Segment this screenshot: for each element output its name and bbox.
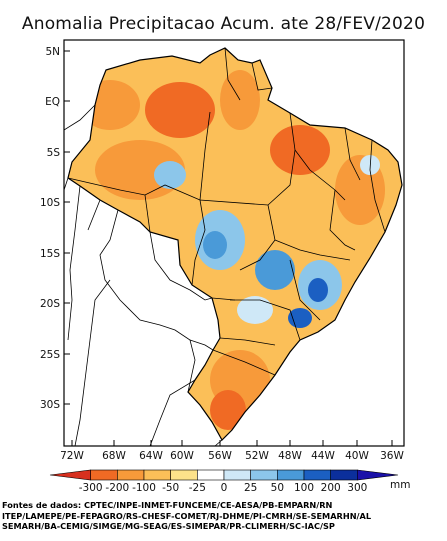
legend-swatch bbox=[357, 469, 399, 481]
lat-label-10s: 10S bbox=[40, 197, 60, 209]
lon-label-68w: 68W bbox=[102, 450, 126, 462]
axis-ticks bbox=[64, 50, 393, 446]
legend-tick-label: 100 bbox=[294, 482, 314, 494]
legend-ticks: -300 -200 -100 -50 -25 0 25 50 100 200 300 bbox=[79, 482, 368, 494]
lat-label-20s: 20S bbox=[40, 298, 60, 310]
lon-label-56w: 56W bbox=[208, 450, 232, 462]
data-sources: Fontes de dados: CPTEC/INPE-INMET-FUNCEM… bbox=[2, 500, 447, 532]
legend-tick-label: -300 bbox=[79, 482, 103, 494]
lon-label-64w: 64W bbox=[139, 450, 163, 462]
legend-tick-label: -25 bbox=[189, 482, 206, 494]
lon-label-36w: 36W bbox=[380, 450, 404, 462]
legend-tick-label: -100 bbox=[132, 482, 156, 494]
legend-swatch bbox=[170, 469, 198, 481]
legend-swatch bbox=[277, 469, 305, 481]
map-title: Anomalia Precipitacao Acum. ate 28/FEV/2… bbox=[21, 14, 426, 34]
lon-label-60w: 60W bbox=[170, 450, 194, 462]
state-borders bbox=[67, 47, 386, 376]
legend-tick-label: 200 bbox=[321, 482, 341, 494]
legend-tick-label: -200 bbox=[105, 482, 129, 494]
legend-tick-label: 50 bbox=[271, 482, 284, 494]
source-line-3: SEMARH/BA-CEMIG/SIMGE/MG-SEAG/ES-SIMEPAR… bbox=[2, 521, 335, 531]
lat-label-5s: 5S bbox=[47, 147, 61, 159]
precipitation-anomaly-map: 5N EQ 5S 10S 15S 20S 25S 30S 72W 68W 64W… bbox=[40, 39, 410, 494]
legend-swatch bbox=[250, 469, 278, 481]
legend-colorbar bbox=[49, 469, 399, 481]
lat-label-15s: 15S bbox=[40, 248, 60, 260]
legend-swatch bbox=[330, 469, 358, 481]
lat-label-eq: EQ bbox=[45, 96, 60, 108]
legend-swatch bbox=[90, 469, 118, 481]
legend-tick-label: 0 bbox=[221, 482, 228, 494]
lat-label-30s: 30S bbox=[40, 399, 60, 411]
map-border bbox=[63, 39, 405, 447]
legend-tick-label: 300 bbox=[347, 482, 367, 494]
lon-label-72w: 72W bbox=[60, 450, 84, 462]
neighbour-borders bbox=[63, 104, 223, 447]
source-line-1: Fontes de dados: CPTEC/INPE-INMET-FUNCEM… bbox=[2, 500, 333, 510]
lon-label-48w: 48W bbox=[278, 450, 302, 462]
legend-swatch bbox=[143, 469, 171, 481]
source-line-2: ITEP/LAMEPE/PE-FEPAGRO/RS-CHESF-COMET/RJ… bbox=[2, 510, 372, 521]
lat-label-25s: 25S bbox=[40, 349, 60, 361]
legend-swatch bbox=[49, 469, 91, 481]
legend-tick-label: 25 bbox=[244, 482, 257, 494]
legend-unit: mm bbox=[390, 479, 410, 491]
lat-label-5n: 5N bbox=[45, 46, 60, 58]
legend-swatch bbox=[223, 469, 251, 481]
legend-swatch bbox=[303, 469, 331, 481]
lon-label-40w: 40W bbox=[345, 450, 369, 462]
lon-label-44w: 44W bbox=[311, 450, 335, 462]
legend-swatch bbox=[197, 469, 225, 481]
legend-swatch bbox=[117, 469, 145, 481]
legend-tick-label: -50 bbox=[162, 482, 179, 494]
lon-label-52w: 52W bbox=[245, 450, 269, 462]
